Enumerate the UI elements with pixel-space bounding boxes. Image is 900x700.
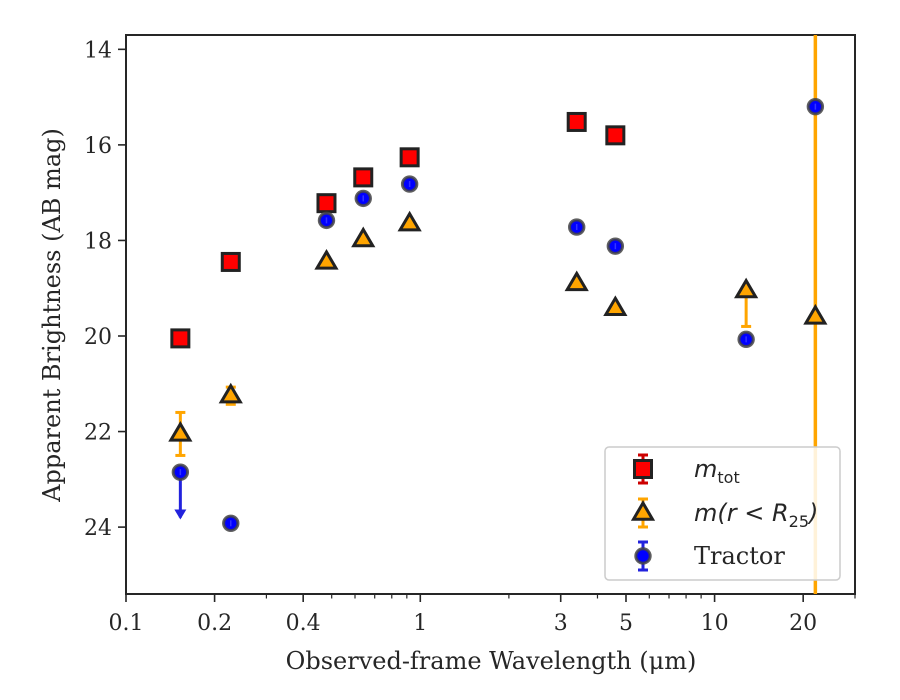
- data-point: [353, 167, 374, 188]
- data-point: [564, 270, 589, 292]
- x-tick-label: 3: [554, 611, 568, 636]
- y-axis-label: Apparent Brightness (AB mag): [38, 128, 66, 503]
- y-tick-label: 16: [84, 134, 112, 159]
- data-point: [220, 251, 241, 272]
- x-tick-label: 5: [619, 611, 633, 636]
- data-point: [316, 193, 337, 214]
- data-point: [170, 328, 191, 349]
- data-point: [734, 277, 759, 299]
- legend-box: [604, 446, 841, 581]
- x-tick-label: 0.1: [109, 611, 144, 636]
- legend-marker: [634, 547, 652, 565]
- legend-label: mtot: [694, 455, 740, 487]
- data-point: [605, 125, 626, 146]
- series-triangle: [168, 210, 828, 457]
- x-axis: 0.1 0.2 0.4 1 3 5 10 20: [109, 594, 856, 636]
- x-axis-label: Observed-frame Wavelength (μm): [286, 647, 697, 675]
- data-point: [351, 226, 376, 248]
- y-tick-label: 24: [84, 516, 112, 541]
- series-circle: [171, 97, 825, 532]
- y-tick-label: 22: [84, 421, 112, 446]
- upper-limit-arrow: [174, 509, 187, 520]
- legend-marker: [633, 459, 653, 479]
- legend-label: m(r < R25): [694, 499, 818, 531]
- data-point: [566, 111, 587, 132]
- data-point: [397, 210, 422, 232]
- data-point: [603, 295, 628, 316]
- x-tick-label: 0.4: [286, 611, 321, 636]
- x-tick-label: 20: [789, 611, 817, 636]
- y-tick-label: 20: [84, 325, 112, 350]
- data-point: [314, 248, 339, 270]
- y-tick-label: 14: [84, 38, 112, 63]
- legend-label: Tractor: [694, 542, 785, 570]
- legend: mtot m(r < R25) Tractor: [604, 446, 841, 581]
- x-tick-label: 1: [413, 611, 427, 636]
- y-tick-label: 18: [84, 229, 112, 254]
- x-tick-label: 10: [701, 611, 729, 636]
- data-point: [803, 303, 828, 325]
- series-square: [170, 111, 626, 349]
- x-tick-label: 0.2: [197, 611, 232, 636]
- legend-marker: [630, 500, 656, 521]
- data-point: [218, 382, 243, 404]
- y-axis: 14 16 18 20 22 24: [84, 38, 126, 541]
- data-point: [399, 147, 420, 168]
- plot-frame: [125, 34, 856, 595]
- data-point: [168, 420, 193, 442]
